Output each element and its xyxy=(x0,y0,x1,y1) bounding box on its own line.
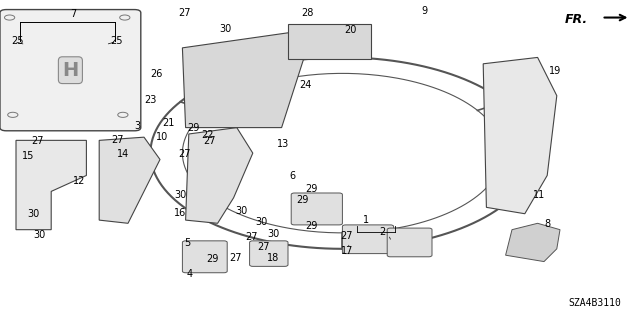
FancyBboxPatch shape xyxy=(342,225,394,254)
Polygon shape xyxy=(506,223,560,262)
Text: 5: 5 xyxy=(184,238,190,248)
Text: 23: 23 xyxy=(144,94,157,105)
FancyBboxPatch shape xyxy=(288,24,371,59)
Text: 25: 25 xyxy=(110,36,123,46)
Text: 30: 30 xyxy=(236,206,248,216)
Text: 21: 21 xyxy=(162,118,175,128)
Text: H: H xyxy=(62,61,79,80)
Text: 7: 7 xyxy=(70,9,77,19)
Text: 27: 27 xyxy=(340,231,353,241)
Polygon shape xyxy=(99,137,160,223)
Text: 11: 11 xyxy=(532,190,545,200)
Text: 10: 10 xyxy=(156,132,168,142)
Text: 25: 25 xyxy=(12,36,24,46)
Text: 24: 24 xyxy=(300,79,312,90)
Text: 27: 27 xyxy=(178,8,191,18)
Text: 28: 28 xyxy=(301,8,314,18)
Text: 20: 20 xyxy=(344,25,357,35)
Text: 14: 14 xyxy=(116,149,129,159)
Text: 30: 30 xyxy=(255,217,268,227)
Text: 26: 26 xyxy=(150,69,163,79)
Text: SZA4B3110: SZA4B3110 xyxy=(568,298,621,308)
Text: 16: 16 xyxy=(174,208,187,218)
Text: 12: 12 xyxy=(73,176,86,186)
FancyBboxPatch shape xyxy=(182,241,227,273)
Text: 27: 27 xyxy=(245,232,258,242)
Text: 29: 29 xyxy=(206,254,219,264)
Text: 13: 13 xyxy=(276,139,289,149)
Text: 1: 1 xyxy=(363,215,369,225)
Text: 27: 27 xyxy=(204,136,216,146)
Text: 4: 4 xyxy=(187,269,193,279)
Text: 27: 27 xyxy=(178,149,191,159)
Polygon shape xyxy=(483,57,557,214)
Text: 29: 29 xyxy=(305,184,318,194)
FancyBboxPatch shape xyxy=(0,10,141,131)
Text: 19: 19 xyxy=(548,66,561,76)
Text: 17: 17 xyxy=(340,246,353,256)
Text: 30: 30 xyxy=(27,209,40,219)
FancyBboxPatch shape xyxy=(291,193,342,225)
Text: 18: 18 xyxy=(267,253,280,263)
Text: 9: 9 xyxy=(421,6,428,16)
Text: 8: 8 xyxy=(544,219,550,229)
Polygon shape xyxy=(16,140,86,230)
Polygon shape xyxy=(186,128,253,223)
Text: FR.: FR. xyxy=(564,13,588,26)
Text: 27: 27 xyxy=(257,242,270,252)
Text: 27: 27 xyxy=(229,253,242,263)
Text: 30: 30 xyxy=(174,190,187,200)
Text: 29: 29 xyxy=(187,123,200,133)
Text: 22: 22 xyxy=(202,130,214,140)
Text: 29: 29 xyxy=(305,221,318,232)
Text: 30: 30 xyxy=(268,228,280,239)
Text: 30: 30 xyxy=(33,230,46,241)
Text: 27: 27 xyxy=(31,136,44,146)
Text: 30: 30 xyxy=(219,24,232,34)
Text: 3: 3 xyxy=(134,121,141,131)
Text: 27: 27 xyxy=(111,135,124,145)
Polygon shape xyxy=(182,32,307,128)
Text: 2: 2 xyxy=(380,227,386,237)
FancyBboxPatch shape xyxy=(250,241,288,266)
FancyBboxPatch shape xyxy=(387,228,432,257)
Text: 6: 6 xyxy=(289,171,296,181)
Text: 29: 29 xyxy=(296,195,308,205)
Text: 15: 15 xyxy=(22,151,35,161)
